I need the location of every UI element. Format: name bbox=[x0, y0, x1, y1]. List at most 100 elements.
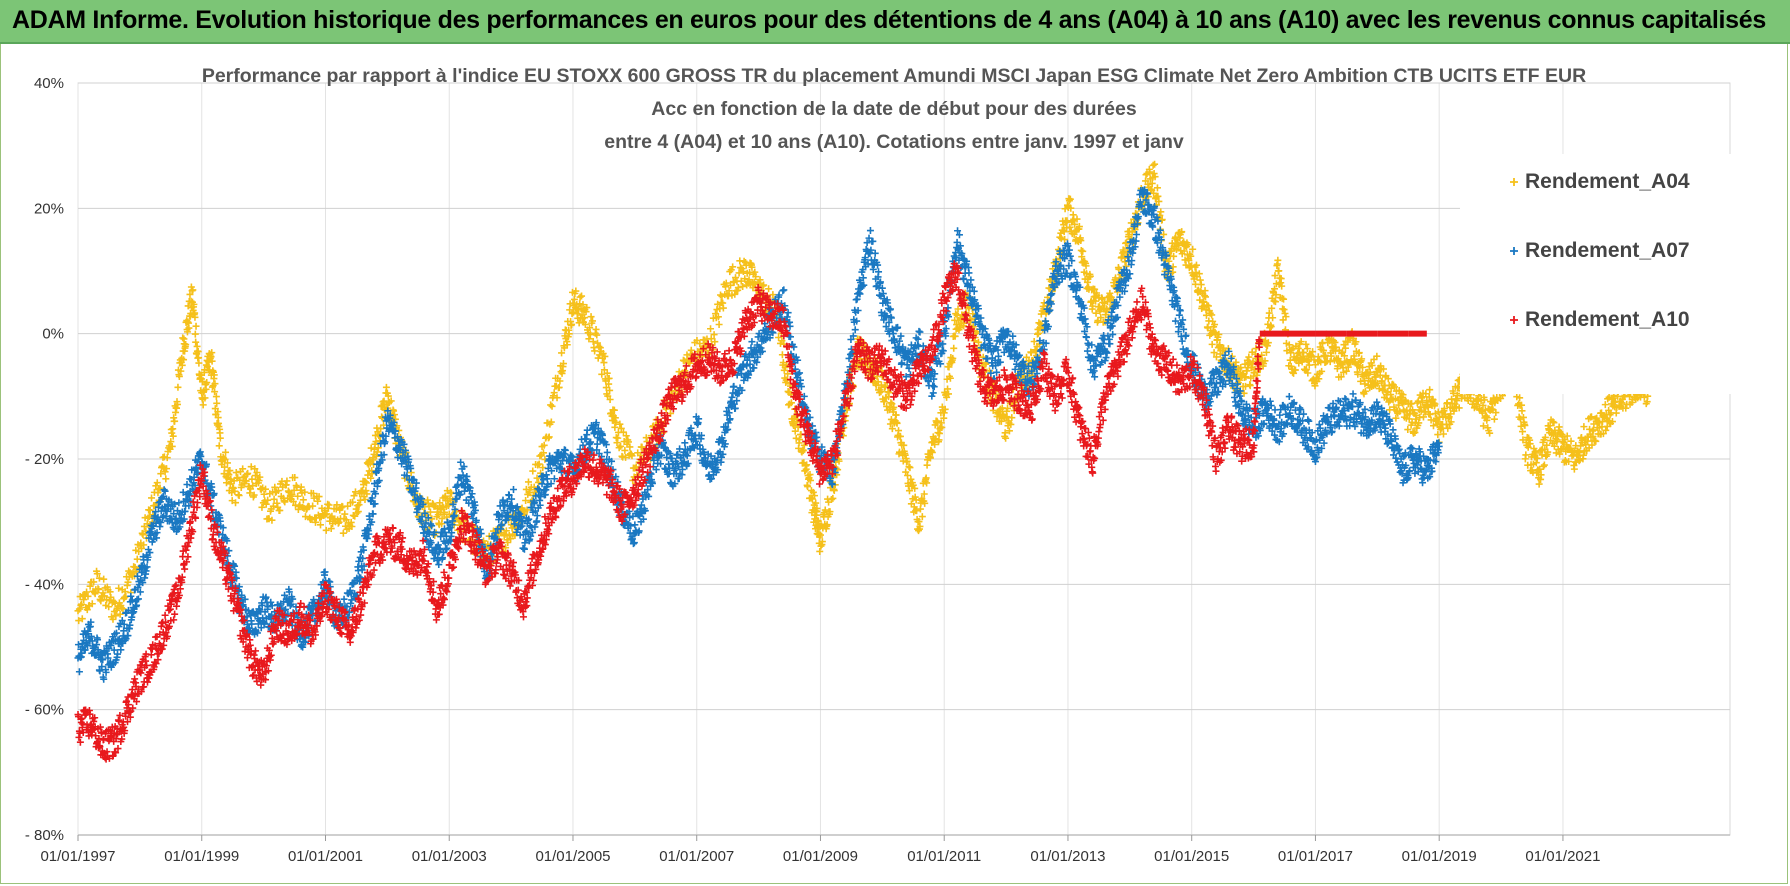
data-point bbox=[291, 474, 299, 482]
data-point bbox=[1535, 480, 1543, 488]
data-point bbox=[214, 408, 222, 416]
data-point bbox=[315, 493, 323, 501]
data-point bbox=[1269, 314, 1277, 322]
data-point bbox=[124, 578, 132, 586]
data-point bbox=[116, 610, 124, 618]
data-point bbox=[1274, 256, 1282, 264]
data-point bbox=[225, 471, 233, 479]
data-point bbox=[351, 488, 359, 496]
data-point bbox=[195, 359, 203, 367]
data-point bbox=[274, 487, 282, 495]
data-point bbox=[348, 523, 356, 531]
data-point bbox=[302, 513, 310, 521]
data-point bbox=[340, 595, 348, 603]
data-point bbox=[953, 238, 961, 246]
data-point bbox=[361, 478, 369, 486]
data-point bbox=[916, 328, 924, 336]
data-point bbox=[175, 372, 183, 380]
y-tick-label: - 40% bbox=[25, 576, 64, 593]
data-point bbox=[288, 490, 296, 498]
data-point bbox=[220, 454, 228, 462]
data-point bbox=[578, 292, 586, 300]
data-point bbox=[322, 526, 330, 534]
data-point bbox=[192, 338, 200, 346]
data-point bbox=[84, 592, 92, 600]
data-point bbox=[906, 464, 914, 472]
data-point bbox=[361, 496, 369, 504]
data-point bbox=[78, 615, 86, 623]
data-point bbox=[140, 541, 148, 549]
data-point bbox=[301, 488, 309, 496]
data-point bbox=[191, 313, 199, 321]
data-point bbox=[100, 592, 108, 600]
data-point bbox=[374, 444, 382, 452]
x-tick-label: 01/01/2009 bbox=[783, 848, 858, 865]
data-point bbox=[1208, 340, 1216, 348]
data-point bbox=[349, 498, 357, 506]
data-point bbox=[215, 442, 223, 450]
data-point bbox=[178, 361, 186, 369]
data-point bbox=[1570, 465, 1578, 473]
data-point bbox=[191, 330, 199, 338]
data-point bbox=[851, 326, 859, 334]
data-point bbox=[90, 578, 98, 586]
data-point bbox=[382, 383, 390, 391]
series-Rendement_A04 bbox=[74, 160, 1654, 625]
data-point bbox=[730, 382, 738, 390]
x-tick-label: 01/01/2019 bbox=[1402, 848, 1477, 865]
data-point bbox=[950, 344, 958, 352]
data-point bbox=[353, 509, 361, 517]
data-point bbox=[156, 484, 164, 492]
data-point bbox=[1540, 461, 1548, 469]
data-point bbox=[981, 340, 989, 348]
data-point bbox=[183, 328, 191, 336]
data-point bbox=[1169, 263, 1177, 271]
data-point bbox=[169, 425, 177, 433]
data-point bbox=[182, 340, 190, 348]
data-point bbox=[146, 506, 154, 514]
data-point bbox=[117, 646, 125, 654]
data-point bbox=[75, 617, 83, 625]
data-point bbox=[251, 465, 259, 473]
data-point bbox=[372, 438, 380, 446]
data-point bbox=[362, 479, 370, 487]
data-point bbox=[235, 491, 243, 499]
data-point bbox=[95, 574, 103, 582]
data-point bbox=[177, 367, 185, 375]
data-point bbox=[115, 584, 123, 592]
data-point bbox=[100, 575, 108, 583]
data-point bbox=[804, 483, 812, 491]
data-point bbox=[211, 380, 219, 388]
data-point bbox=[748, 338, 756, 346]
y-tick-label: - 80% bbox=[25, 827, 64, 844]
data-point bbox=[1149, 161, 1157, 169]
data-point bbox=[169, 432, 177, 440]
data-point bbox=[202, 385, 210, 393]
data-point bbox=[1280, 295, 1288, 303]
y-tick-label: - 20% bbox=[25, 451, 64, 468]
data-point bbox=[88, 600, 96, 608]
data-point bbox=[367, 474, 375, 482]
data-point bbox=[160, 486, 168, 494]
data-point bbox=[1246, 382, 1254, 390]
data-point bbox=[158, 462, 166, 470]
x-tick-label: 01/01/2015 bbox=[1154, 848, 1229, 865]
y-tick-label: 40% bbox=[34, 75, 64, 92]
data-point bbox=[283, 477, 291, 485]
data-point bbox=[333, 501, 341, 509]
data-point bbox=[133, 555, 141, 563]
data-point bbox=[114, 650, 122, 658]
data-point bbox=[363, 490, 371, 498]
data-point bbox=[268, 516, 276, 524]
data-point bbox=[339, 529, 347, 537]
data-point bbox=[249, 482, 257, 490]
data-point bbox=[95, 585, 103, 593]
data-point bbox=[256, 473, 264, 481]
data-point bbox=[1057, 234, 1065, 242]
data-point bbox=[373, 448, 381, 456]
performance-chart: 40%20%0%- 20%- 40%- 60%- 80% 01/01/1997 0… bbox=[25, 65, 1750, 865]
data-point bbox=[83, 588, 91, 596]
data-point bbox=[189, 286, 197, 294]
data-point bbox=[105, 603, 113, 611]
data-point bbox=[372, 452, 380, 460]
